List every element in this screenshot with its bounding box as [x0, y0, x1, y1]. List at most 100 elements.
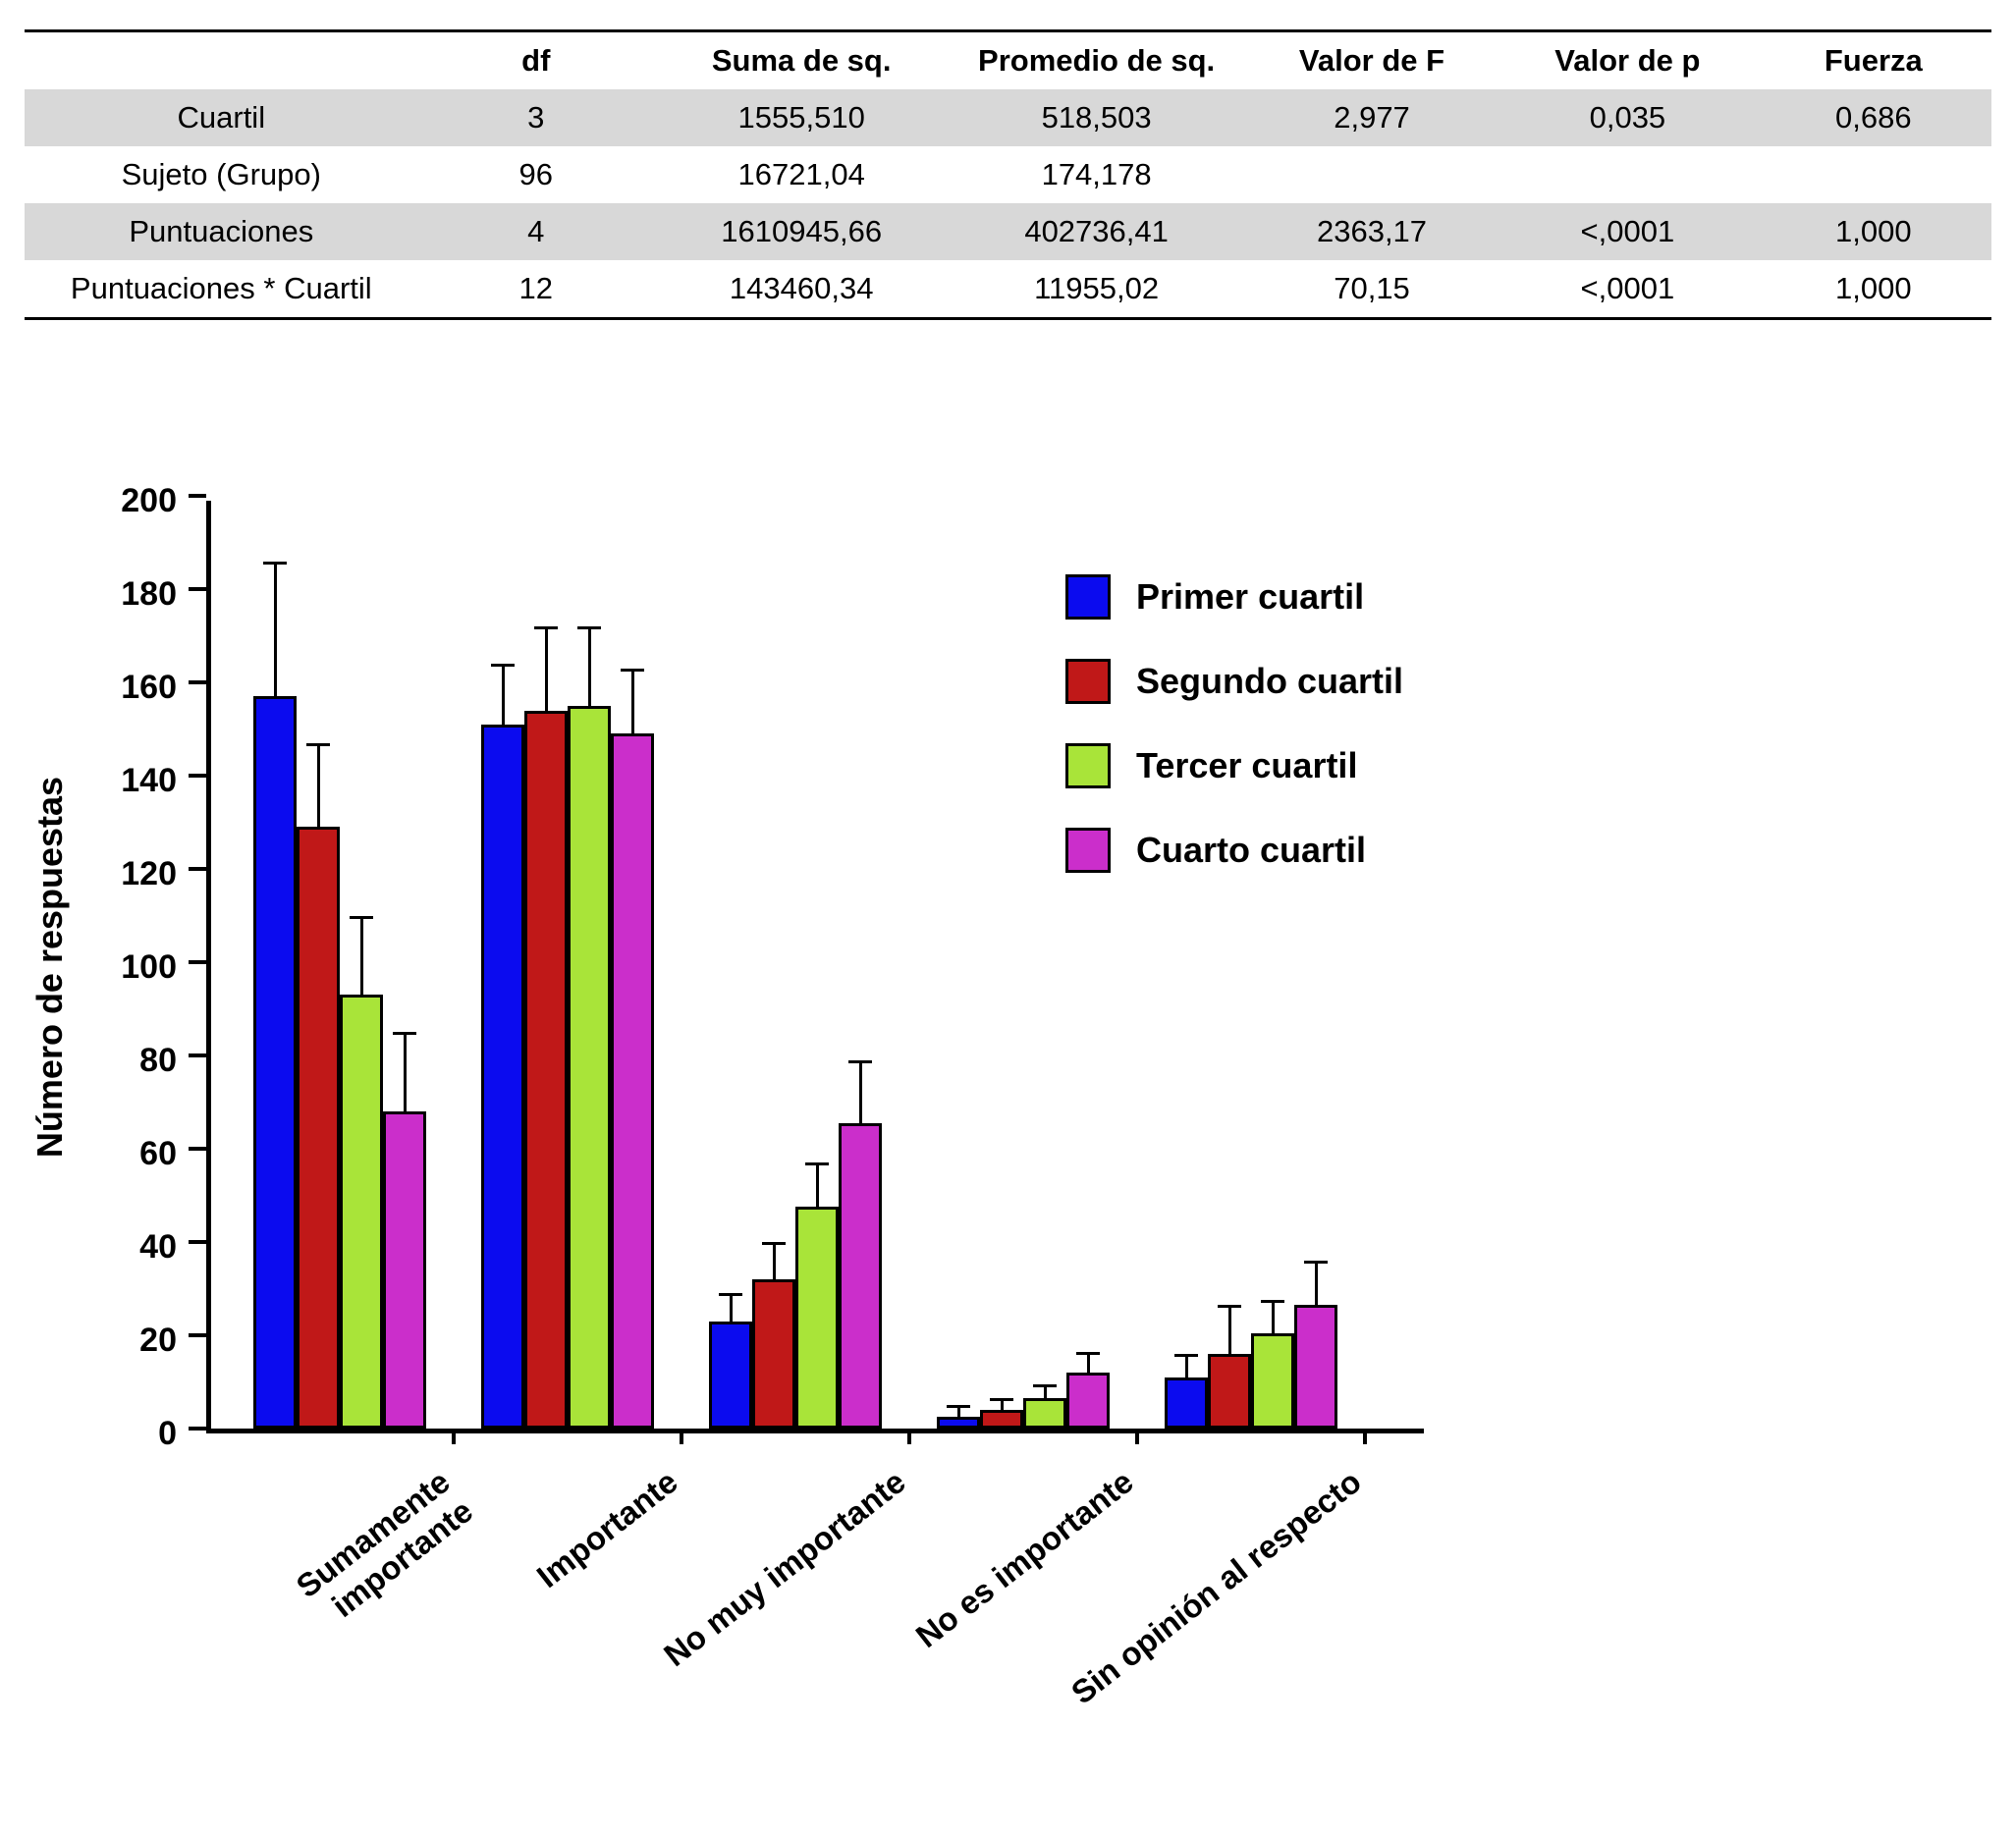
error-bar-cap [534, 626, 558, 629]
error-bar-line [359, 915, 363, 996]
bar-primer-cuartil [937, 1417, 980, 1429]
table-cell: 16721,04 [737, 157, 865, 191]
legend-label: Cuarto cuartil [1136, 830, 1367, 870]
table-cell: 4 [527, 214, 545, 248]
bar-cuarto-cuartil [611, 733, 654, 1429]
error-bar-line [630, 668, 634, 734]
table-header-cell: Promedio de sq. [978, 43, 1216, 78]
figure-page: df Suma de sq. Promedio de sq. Valor de F Va… [0, 29, 2016, 1766]
table-cell: <,0001 [1580, 214, 1675, 248]
legend-label: Primer cuartil [1136, 576, 1365, 617]
y-axis-tick-label: 120 [121, 855, 177, 892]
error-bar-line [815, 1162, 819, 1208]
y-axis-tick [189, 960, 206, 964]
error-bar-cap [491, 664, 515, 667]
y-axis-tick [189, 1333, 206, 1337]
error-bar-cap [1261, 1300, 1284, 1304]
y-axis-tick-label: 80 [139, 1042, 177, 1079]
bar-primer-cuartil [709, 1321, 752, 1429]
anova-table: df Suma de sq. Promedio de sq. Valor de F Va… [25, 29, 1991, 320]
error-bar-cap [947, 1405, 970, 1409]
table-row: Puntuaciones 4 1610945,66 402736,41 2363,17 <… [25, 203, 1991, 260]
x-axis-tick [1135, 1429, 1139, 1444]
y-axis-tick [189, 1427, 206, 1431]
table-cell: 518,503 [1041, 100, 1152, 135]
y-axis-tick-label: 180 [121, 575, 177, 613]
legend-item: Primer cuartil [1065, 574, 1403, 620]
legend: Primer cuartil Segundo cuartil Tercer cuar… [1065, 574, 1403, 912]
error-bar-line [544, 626, 548, 711]
table-header-cell: df [521, 43, 551, 78]
table-row-label: Puntuaciones * Cuartil [70, 271, 372, 305]
bar-primer-cuartil [253, 696, 297, 1429]
x-axis-tick [452, 1429, 456, 1444]
table-cell: 1610945,66 [721, 214, 883, 248]
table-header-cell [25, 31, 418, 90]
table-cell: 1555,510 [737, 100, 865, 135]
table-row: Sujeto (Grupo) 96 16721,04 174,178 [25, 146, 1991, 203]
y-axis-tick-label: 0 [158, 1415, 177, 1452]
bar-primer-cuartil [481, 724, 524, 1429]
bar-segundo-cuartil [297, 827, 340, 1429]
y-axis-tick-label: 140 [121, 762, 177, 799]
bar-tercer-cuartil [795, 1207, 839, 1429]
error-bar-cap [1033, 1383, 1057, 1387]
table-cell: 1,000 [1835, 271, 1912, 305]
error-bar-cap [848, 1059, 872, 1063]
table-cell: 12 [518, 271, 554, 305]
table-cell: 96 [518, 157, 554, 191]
y-axis-tick [189, 1053, 206, 1057]
error-bar-cap [1174, 1354, 1198, 1357]
y-axis-tick [189, 1240, 206, 1244]
error-bar-line [587, 626, 591, 706]
legend-item: Cuarto cuartil [1065, 828, 1403, 873]
bar-segundo-cuartil [1208, 1354, 1251, 1429]
table-row: Cuartil 3 1555,510 518,503 2,977 0,035 0,686 [25, 89, 1991, 146]
bar-primer-cuartil [1165, 1377, 1208, 1429]
table-header-row: df Suma de sq. Promedio de sq. Valor de F Va… [25, 31, 1991, 90]
y-axis-tick-label: 160 [121, 669, 177, 706]
table-header-cell: Suma de sq. [711, 43, 892, 78]
y-axis-tick [189, 867, 206, 871]
table-row-label: Cuartil [177, 100, 266, 135]
error-bar-line [858, 1059, 862, 1123]
error-bar-cap [577, 626, 601, 629]
table-header-cell: Fuerza [1824, 43, 1923, 78]
y-axis-tick [189, 587, 206, 591]
y-axis-tick-label: 40 [139, 1228, 177, 1266]
y-axis-tick [189, 494, 206, 498]
anova-table-body: Cuartil 3 1555,510 518,503 2,977 0,035 0,686 Su… [25, 89, 1991, 319]
bar-tercer-cuartil [1023, 1398, 1066, 1429]
bar-segundo-cuartil [524, 710, 568, 1429]
error-bar-cap [990, 1398, 1013, 1402]
legend-swatch [1065, 659, 1111, 704]
y-axis-tick-label: 60 [139, 1135, 177, 1172]
table-row-label: Puntuaciones [129, 214, 314, 248]
legend-swatch [1065, 828, 1111, 873]
x-axis-tick [680, 1429, 683, 1444]
error-bar-line [1086, 1351, 1090, 1373]
error-bar-cap [350, 915, 373, 919]
legend-item: Tercer cuartil [1065, 743, 1403, 788]
error-bar-line [772, 1242, 776, 1279]
y-axis-tick [189, 680, 206, 684]
error-bar-cap [306, 742, 330, 746]
legend-label: Segundo cuartil [1136, 661, 1404, 701]
error-bar-line [501, 664, 505, 725]
error-bar-cap [393, 1032, 416, 1036]
table-cell: 2363,17 [1316, 214, 1428, 248]
error-bar-cap [263, 561, 287, 565]
plot-area: 0 20 40 60 80 100 120 140 160 180 200 [121, 482, 1424, 1452]
table-cell: 11955,02 [1034, 271, 1160, 305]
bar-cuarto-cuartil [383, 1111, 426, 1429]
bar-cuarto-cuartil [1294, 1305, 1337, 1429]
error-bar-line [1271, 1300, 1275, 1333]
table-cell [1244, 146, 1499, 203]
table-row: Puntuaciones * Cuartil 12 143460,34 11955,0… [25, 260, 1991, 319]
bar-chart: Número de respuestas 0 20 40 60 80 100 120 140 1… [0, 393, 2016, 1766]
table-cell: 70,15 [1334, 271, 1410, 305]
x-axis-tick [907, 1429, 911, 1444]
error-bar-line [273, 561, 277, 697]
bar-cuarto-cuartil [1066, 1373, 1110, 1429]
error-bar-line [1184, 1354, 1188, 1377]
